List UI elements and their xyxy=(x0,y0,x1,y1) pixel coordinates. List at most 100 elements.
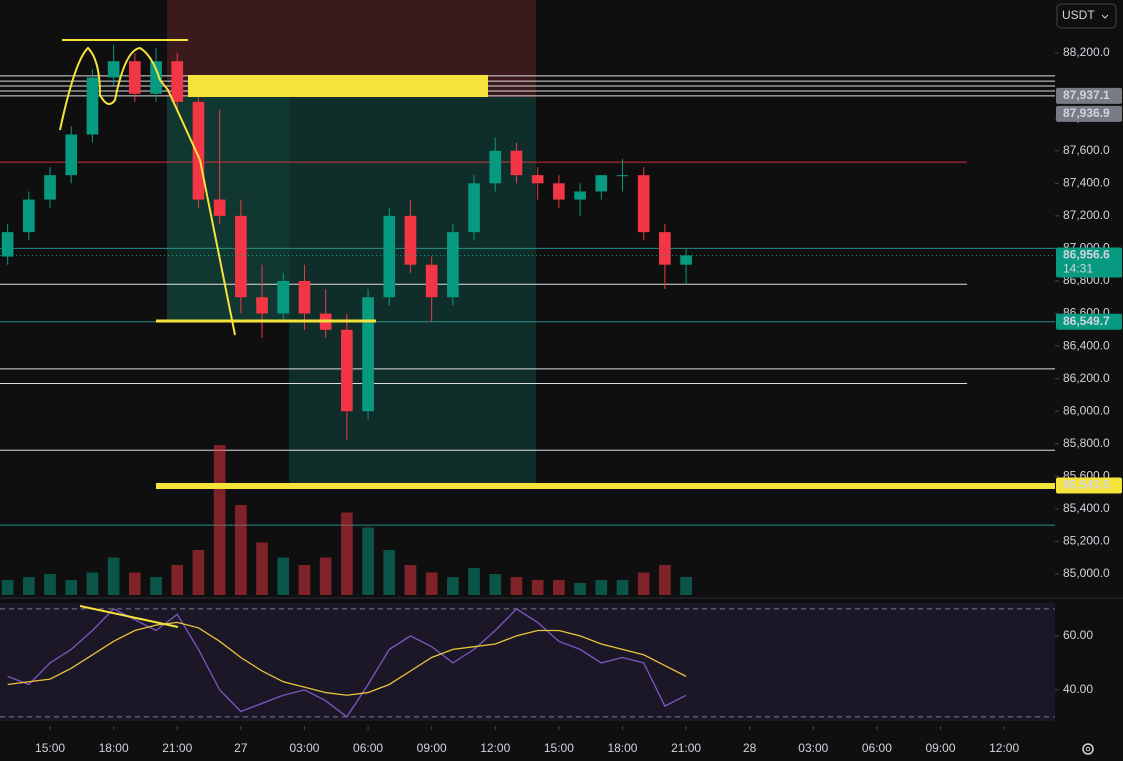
candle-body xyxy=(150,61,162,94)
volume-bar xyxy=(447,577,459,595)
currency-label[interactable]: USDT xyxy=(1062,8,1095,22)
volume-bar xyxy=(404,565,417,595)
volume-bar xyxy=(277,557,290,595)
candle-body xyxy=(341,329,353,412)
x-tick-label: 03:00 xyxy=(798,741,828,755)
price-tag xyxy=(1056,105,1122,122)
rsi-ma-line xyxy=(7,621,687,696)
candle-body xyxy=(23,199,35,233)
candle-body xyxy=(65,134,78,176)
candle-body xyxy=(256,297,268,314)
gear-icon[interactable] xyxy=(1082,743,1094,755)
x-tick-label: 21:00 xyxy=(671,741,701,755)
price-tag-label: 86,549.7 xyxy=(1063,314,1110,328)
countdown: 14:31 xyxy=(1063,262,1093,276)
y-tick-label: 86,400.0 xyxy=(1063,338,1110,352)
rsi-tick-label: 40.00 xyxy=(1063,682,1093,696)
price-tag xyxy=(1056,247,1122,278)
candle-body xyxy=(574,191,586,200)
volume-bar xyxy=(1,580,14,595)
volume-bar xyxy=(425,572,438,595)
x-tick-label: 28 xyxy=(743,741,757,755)
candle-body xyxy=(447,232,459,298)
volume-bar xyxy=(192,550,205,595)
y-tick-label: 86,200.0 xyxy=(1063,371,1110,385)
candle-body xyxy=(425,264,438,298)
candle-body xyxy=(171,61,184,102)
drawing-box xyxy=(188,75,488,97)
y-tick-label: 88,200.0 xyxy=(1063,45,1110,59)
chevron[interactable] xyxy=(1101,14,1109,19)
rsi-tick-label: 60.00 xyxy=(1063,628,1093,642)
button-frame[interactable] xyxy=(1056,3,1117,29)
volume-bar xyxy=(65,580,78,595)
candle-body xyxy=(1,232,14,257)
volume-bar xyxy=(129,572,141,595)
price-tag-label: 87,936.9 xyxy=(1063,106,1110,120)
candle-body xyxy=(86,77,99,135)
price-tag-label: 86,956.6 xyxy=(1063,248,1110,262)
y-tick-label: 87,400.0 xyxy=(1063,175,1110,189)
rsi-line xyxy=(7,608,687,718)
candle-body xyxy=(129,61,141,94)
x-tick-label: 15:00 xyxy=(35,741,65,755)
gear-hub[interactable] xyxy=(1085,746,1091,752)
candle-body xyxy=(404,215,417,265)
volume-bar xyxy=(86,572,99,595)
x-tick-label: 03:00 xyxy=(289,741,319,755)
x-tick-label: 12:00 xyxy=(480,741,510,755)
price-tag-label: 85,543.5 xyxy=(1063,478,1110,492)
volume-bar xyxy=(213,445,226,595)
y-tick-label: 86,000.0 xyxy=(1063,403,1110,417)
x-tick-label: 18:00 xyxy=(607,741,637,755)
y-tick-label: 87,200.0 xyxy=(1063,208,1110,222)
volume-bar xyxy=(23,577,35,595)
x-tick-label: 06:00 xyxy=(353,741,383,755)
volume-bar xyxy=(383,550,396,595)
price-tag xyxy=(1056,477,1122,494)
volume-bar xyxy=(489,574,502,595)
x-tick-label: 06:00 xyxy=(862,741,892,755)
x-tick-label: 12:00 xyxy=(989,741,1019,755)
rsi-pane xyxy=(0,603,1055,721)
x-tick-label: 09:00 xyxy=(417,741,447,755)
volume-bar xyxy=(637,572,650,595)
volume-bar xyxy=(256,542,268,595)
candle-body xyxy=(235,215,247,298)
x-tick-label: 15:00 xyxy=(544,741,574,755)
candle-body xyxy=(362,297,374,412)
volume-bar xyxy=(468,568,480,595)
price-tag xyxy=(1056,313,1122,330)
volume-bar xyxy=(595,580,608,595)
candle-body xyxy=(383,215,396,298)
y-tick-label: 85,000.0 xyxy=(1063,566,1110,580)
price-tag xyxy=(1056,87,1122,104)
candle-body xyxy=(107,61,120,78)
volume-bar xyxy=(553,580,565,595)
candle-body xyxy=(680,255,692,265)
y-tick-label: 85,400.0 xyxy=(1063,501,1110,515)
drawing-line xyxy=(79,605,179,628)
price-tag-label: 87,937.1 xyxy=(1063,88,1110,102)
candle-body xyxy=(595,175,608,192)
drawings xyxy=(59,39,1055,628)
candle-body xyxy=(553,183,565,200)
volume-bar xyxy=(510,577,523,595)
candle-body xyxy=(277,280,290,314)
candle-body xyxy=(489,150,502,184)
currency-button[interactable]: USDT xyxy=(1056,3,1117,29)
x-tick-label: 21:00 xyxy=(162,741,192,755)
settings-button[interactable] xyxy=(1082,743,1094,755)
x-tick-label: 27 xyxy=(234,741,248,755)
volume-bar xyxy=(531,580,544,595)
volume-bar xyxy=(680,577,692,595)
candle-body xyxy=(637,175,650,233)
candle-body xyxy=(616,175,629,177)
candle-body xyxy=(44,175,56,200)
candle-body xyxy=(510,150,523,176)
volume-bar xyxy=(44,574,56,595)
volume-bar xyxy=(362,527,374,595)
volume-bar xyxy=(298,565,311,595)
candle-body xyxy=(192,101,205,200)
volume-bar xyxy=(341,512,353,595)
